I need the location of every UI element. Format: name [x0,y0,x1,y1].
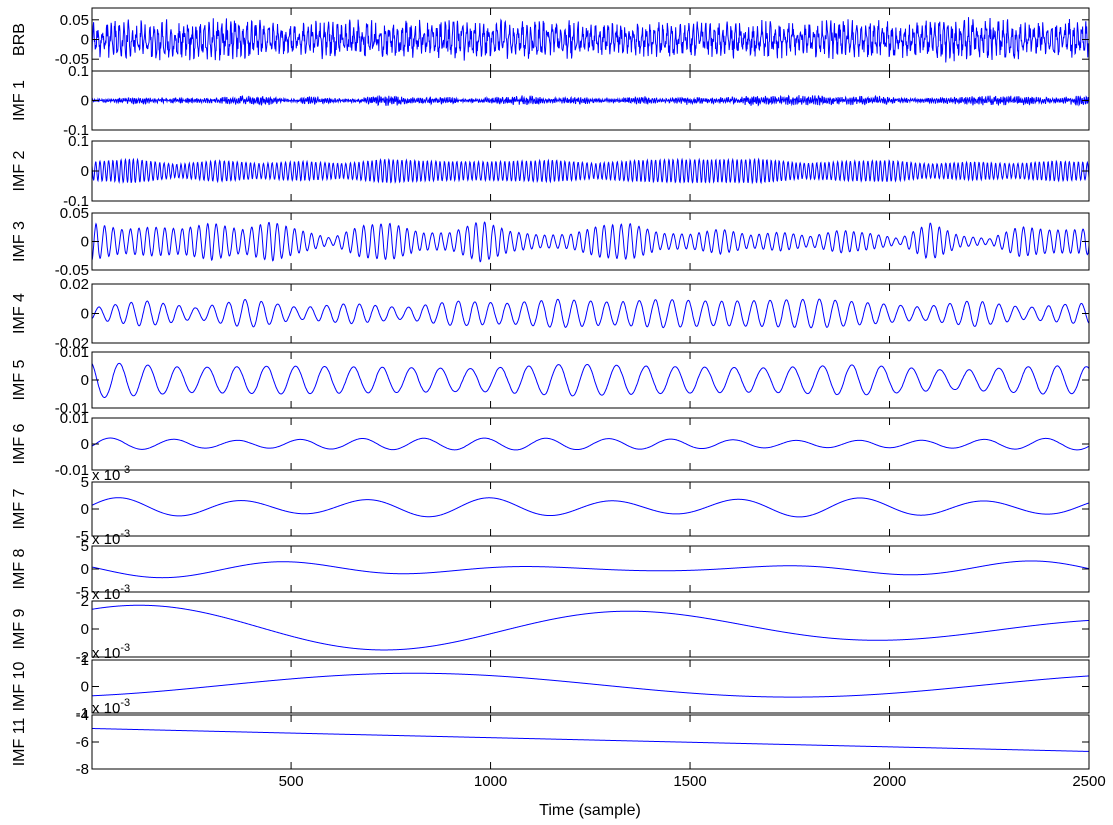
y-tick-label-imf10: 1 [81,652,89,669]
y-tick-label-imf3: 0 [81,234,89,251]
exponent-label-imf10: x 10-3 [92,642,130,662]
panel-imf4: 0.02 0 -0.02 IMF 4 [11,276,1090,352]
y-axis-label-imf7: IMF 7 [11,488,28,529]
y-tick-label-imf9: 0 [81,621,89,638]
y-tick-label-imf2: -0.1 [63,193,89,210]
axes-box-imf5 [91,351,1090,409]
y-axis-label-imf2: IMF 2 [11,150,28,191]
signal-line-imf7 [91,497,1090,518]
x-axis-label: Time (sample) [539,802,641,819]
y-axis-label-imf5: IMF 5 [11,359,28,400]
exponent-power-imf10: -3 [120,642,130,654]
x-axis: 500 1000 1500 2000 2500 [279,773,1106,790]
panel-brb: 0.05 0 -0.05 BRB [11,7,1090,72]
exponent-power-imf11: -3 [120,697,130,709]
y-axis-label-imf4: IMF 4 [11,293,28,334]
y-tick-label-imf3: -0.05 [55,262,89,279]
exponent-power-imf8: -3 [120,528,130,540]
axes-box-imf10 [91,659,1090,714]
axes-box-brb [91,7,1090,72]
panel-imf6: 0.01 0 -0.01 IMF 6 [11,410,1090,479]
signal-line-imf10 [91,672,1090,698]
y-axis-label-imf9: IMF 9 [11,608,28,649]
panel-imf2: 0.1 0 -0.1 IMF 2 [11,133,1090,210]
signal-line-imf2 [91,157,1090,185]
y-tick-label-imf8: -5 [76,584,89,601]
signal-line-imf9 [91,604,1090,651]
y-tick-label-imf11: -4 [76,707,89,724]
y-tick-label-brb: 0.05 [60,12,89,29]
y-axis-label-imf8: IMF 8 [11,548,28,589]
x-tick-label: 1000 [474,773,507,790]
signal-line-imf1 [91,94,1090,107]
exponent-power-imf9: -3 [120,583,130,595]
y-tick-label-imf6: -0.01 [55,462,89,479]
y-tick-label-imf3: 0.05 [60,205,89,222]
panel-imf9: 2 0 -2 IMF 9 x 10-3 [11,583,1090,666]
y-axis-label-brb: BRB [11,23,28,56]
y-axis-label-imf1: IMF 1 [11,80,28,121]
x-tick-label: 2000 [873,773,906,790]
panel-imf7: 5 0 -5 IMF 7 x 10-3 [11,464,1090,545]
signal-line-brb [91,17,1090,63]
panel-imf10: 1 0 -1 IMF 10 x 10-3 [11,642,1090,722]
y-tick-label-imf6: 0 [81,436,89,453]
y-tick-label-imf8: 0 [81,561,89,578]
y-tick-label-imf5: -0.01 [55,400,89,417]
signal-line-imf8 [91,560,1090,579]
y-tick-label-imf8: 5 [81,538,89,555]
x-tick-label: 2500 [1072,773,1105,790]
panel-imf8: 5 0 -5 IMF 8 x 10-3 [11,528,1090,601]
y-axis-label-imf6: IMF 6 [11,423,28,464]
exponent-power-imf7: -3 [120,464,130,476]
axes-box-imf7 [91,481,1090,537]
y-tick-label-imf7: -5 [76,528,89,545]
y-tick-label-brb: -0.05 [55,51,89,68]
exponent-label-imf8: x 10-3 [92,528,130,548]
y-tick-label-imf7: 5 [81,474,89,491]
y-tick-label-imf11: -6 [76,734,89,751]
axes-box-imf9 [91,600,1090,658]
panel-imf5: 0.01 0 -0.01 IMF 5 [11,344,1090,417]
signal-line-imf4 [91,298,1090,329]
y-tick-label-imf5: 0.01 [60,344,89,361]
signal-line-imf6 [91,437,1090,451]
y-axis-label-imf3: IMF 3 [11,221,28,262]
y-tick-label-imf7: 0 [81,501,89,518]
y-tick-label-imf10: -1 [76,705,89,722]
exponent-label-imf11: x 10-3 [92,697,130,717]
y-axis-label-imf11: IMF 11 [11,718,28,767]
y-tick-label-imf9: 2 [81,593,89,610]
panel-imf1: 0.1 0 -0.1 IMF 1 [11,63,1090,139]
y-tick-label-imf11: -8 [76,761,89,778]
x-tick-label: 500 [279,773,304,790]
signal-line-imf5 [91,362,1090,399]
signal-line-imf3 [91,221,1090,263]
y-tick-label-imf1: -0.1 [63,122,89,139]
y-tick-label-imf1: 0.1 [68,63,89,80]
axes-box-imf3 [91,212,1090,271]
y-tick-label-imf5: 0 [81,372,89,389]
y-tick-label-brb: 0 [81,32,89,49]
axes-box-imf11 [91,714,1090,770]
exponent-label-imf7: x 10-3 [92,464,130,484]
exponent-label-imf9: x 10-3 [92,583,130,603]
y-tick-label-imf10: 0 [81,679,89,696]
y-tick-label-imf2: 0.1 [68,133,89,150]
axes-box-imf6 [91,417,1090,471]
y-axis-label-imf10: IMF 10 [11,662,28,712]
y-tick-label-imf6: 0.01 [60,410,89,427]
x-tick-label: 1500 [673,773,706,790]
y-tick-label-imf1: 0 [81,93,89,110]
y-tick-label-imf9: -2 [76,649,89,666]
y-tick-label-imf4: 0.02 [60,276,89,293]
signal-line-imf11 [91,728,1090,752]
y-tick-label-imf4: 0 [81,306,89,323]
y-tick-label-imf4: -0.02 [55,335,89,352]
panel-imf3: 0.05 0 -0.05 IMF 3 [11,205,1090,279]
y-tick-label-imf2: 0 [81,163,89,180]
panel-imf11: -4 -6 -8 IMF 11 x 10-3 [11,697,1090,778]
